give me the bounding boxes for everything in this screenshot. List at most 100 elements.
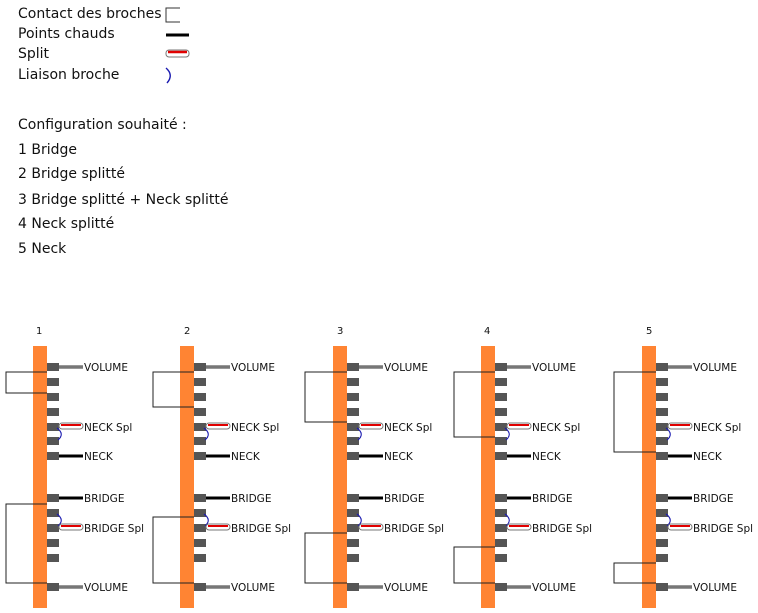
pin-contact (656, 554, 668, 562)
wire-label-bridge_split: BRIDGE Spl (384, 523, 444, 535)
pin-contact (347, 437, 359, 445)
pin-contact (656, 583, 668, 591)
pin-contact (194, 408, 206, 416)
config-item-1: 1 Bridge (18, 142, 77, 158)
pin-contact (194, 509, 206, 517)
top-jumper (304, 371, 347, 423)
bottom-jumper (453, 546, 495, 584)
position-number: 2 (184, 326, 190, 337)
pin-contact (347, 378, 359, 386)
pin-contact (47, 554, 59, 562)
contact-symbol-icon (165, 7, 180, 23)
pin-contact (47, 524, 59, 532)
wire-label-volume: VOLUME (231, 582, 275, 594)
pin-contact (656, 423, 668, 431)
wire-label-volume: VOLUME (693, 582, 737, 594)
wire-label-volume: VOLUME (693, 362, 737, 374)
top-jumper (152, 371, 194, 408)
wire-label-bridge_split: BRIDGE Spl (84, 523, 144, 535)
pin-contact (656, 408, 668, 416)
wire-label-bridge_split: BRIDGE Spl (693, 523, 753, 535)
pin-contact (656, 494, 668, 502)
pin-contact (347, 509, 359, 517)
wire-label-neck: NECK (231, 451, 261, 463)
wire-label-neck_split: NECK Spl (84, 422, 132, 434)
pin-contact (495, 509, 507, 517)
pin-contact (656, 509, 668, 517)
pin-contact (495, 363, 507, 371)
legend-split-label: Split (18, 46, 50, 62)
switch-bar (481, 346, 495, 608)
pin-contact (47, 583, 59, 591)
wire-label-neck_split: NECK Spl (693, 422, 741, 434)
wire-label-volume: VOLUME (384, 582, 428, 594)
wire-label-neck: NECK (693, 451, 723, 463)
legend-symbols (165, 7, 190, 84)
neck-link (56, 427, 62, 441)
wire-label-volume: VOLUME (532, 362, 576, 374)
pin-contact (47, 452, 59, 460)
wire-label-bridge: BRIDGE (84, 493, 124, 505)
pin-contact (194, 524, 206, 532)
wire-label-neck: NECK (384, 451, 414, 463)
switch-bar (642, 346, 656, 608)
legend-hot-label: Points chauds (18, 26, 115, 42)
switch-position-1: 1 VOLUME NECK Spl NECK BRIDGE BRIDGE Spl VOLUM… (5, 326, 144, 608)
config-item-5: 5 Neck (18, 241, 67, 257)
switch-bar (33, 346, 47, 608)
pin-contact (194, 539, 206, 547)
link-symbol-icon (165, 67, 171, 84)
pin-contact (495, 408, 507, 416)
pin-contact (47, 437, 59, 445)
wire-label-bridge: BRIDGE (384, 493, 424, 505)
neck-link (356, 427, 362, 441)
wire-label-neck_split: NECK Spl (231, 422, 279, 434)
wire-label-volume: VOLUME (84, 582, 128, 594)
pin-contact (495, 437, 507, 445)
top-jumper (453, 371, 495, 438)
config-heading: Configuration souhaité : (18, 117, 187, 133)
legend-link-label: Liaison broche (18, 67, 120, 83)
position-number: 1 (36, 326, 42, 337)
pin-contact (347, 452, 359, 460)
wire-label-neck: NECK (84, 451, 114, 463)
pin-contact (495, 524, 507, 532)
pin-contact (347, 494, 359, 502)
pin-contact (47, 509, 59, 517)
pin-contact (347, 423, 359, 431)
bottom-jumper (5, 503, 47, 584)
pin-contact (656, 524, 668, 532)
wire-label-bridge: BRIDGE (693, 493, 733, 505)
pin-contact (495, 393, 507, 401)
wire-label-volume: VOLUME (384, 362, 428, 374)
switch-position-5: 5 VOLUME NECK Spl NECK BRIDGE BRIDGE Spl VOLUM… (613, 326, 753, 608)
bottom-jumper (304, 532, 347, 584)
pin-contact (656, 378, 668, 386)
pin-contact (47, 363, 59, 371)
wire-label-neck_split: NECK Spl (532, 422, 580, 434)
pin-contact (194, 554, 206, 562)
wire-label-volume: VOLUME (84, 362, 128, 374)
pin-contact (47, 378, 59, 386)
pin-contact (347, 363, 359, 371)
pin-contact (495, 554, 507, 562)
position-number: 3 (337, 326, 343, 337)
switch-position-4: 4 VOLUME NECK Spl NECK BRIDGE BRIDGE Spl VOLUM… (453, 326, 592, 608)
pin-contact (347, 524, 359, 532)
position-number: 4 (484, 326, 490, 337)
pin-contact (495, 378, 507, 386)
pin-contact (347, 583, 359, 591)
wire-label-neck_split: NECK Spl (384, 422, 432, 434)
pin-contact (47, 494, 59, 502)
pin-contact (347, 393, 359, 401)
pin-contact (347, 408, 359, 416)
pin-contact (194, 378, 206, 386)
pin-contact (347, 539, 359, 547)
pin-contact (495, 494, 507, 502)
legend-contact-label: Contact des broches (18, 6, 162, 22)
pin-contact (656, 452, 668, 460)
position-number: 5 (646, 326, 652, 337)
bottom-jumper (613, 562, 656, 584)
top-jumper (5, 371, 47, 394)
